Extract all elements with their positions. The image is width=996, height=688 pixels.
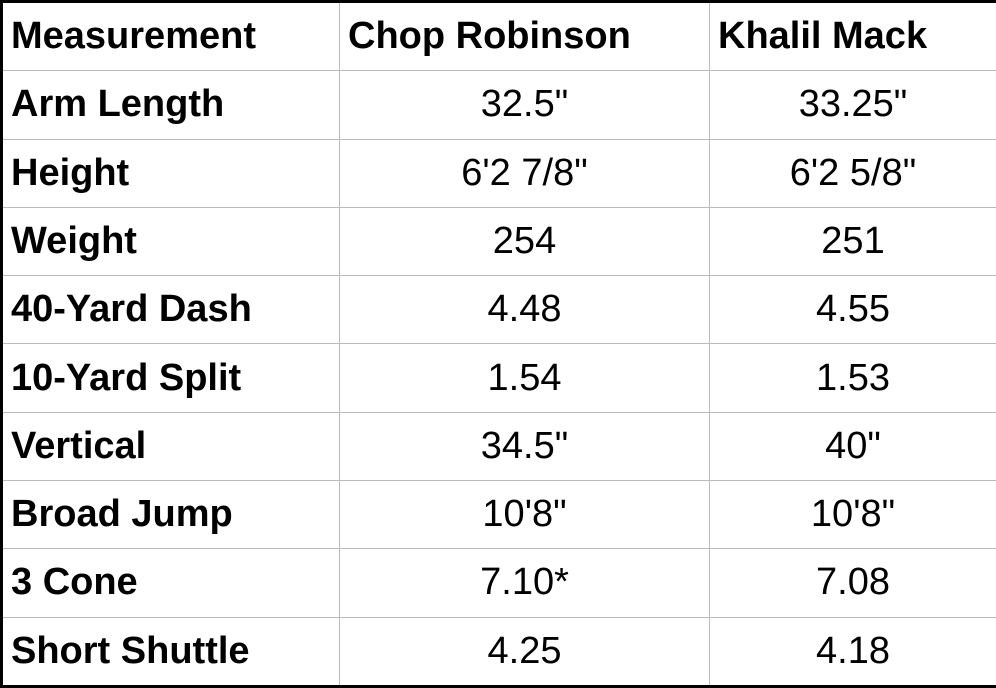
data-row: 10-Yard Split 1.54 1.53 [1,343,996,413]
data-row: Arm Length 32.5" 33.25" [1,70,996,140]
measurement-label: Arm Length [1,70,340,140]
value-cell: 4.25 [339,616,710,688]
value-cell: 6'2 5/8" [709,138,996,208]
data-row: Broad Jump 10'8" 10'8" [1,479,996,550]
measurement-label: Vertical [1,411,340,482]
measurement-label: Broad Jump [1,479,340,550]
value-cell: 10'8" [709,479,996,550]
value-cell: 34.5" [339,411,710,482]
header-row: Measurement Chop Robinson Khalil Mack [1,0,996,72]
data-row: 3 Cone 7.10* 7.08 [1,548,996,618]
header-cell: Measurement [1,0,340,72]
measurement-label: Weight [1,206,340,277]
header-cell: Khalil Mack [709,0,996,72]
value-cell: 254 [339,206,710,277]
value-cell: 7.10* [339,548,710,618]
value-cell: 7.08 [709,548,996,618]
value-cell: 32.5" [339,70,710,140]
measurement-label: 10-Yard Split [1,343,340,413]
value-cell: 251 [709,206,996,277]
value-cell: 4.55 [709,275,996,345]
value-cell: 6'2 7/8" [339,138,710,208]
header-cell: Chop Robinson [339,0,710,72]
value-cell: 4.48 [339,275,710,345]
value-cell: 10'8" [339,479,710,550]
data-row: 40-Yard Dash 4.48 4.55 [1,275,996,345]
measurement-label: 40-Yard Dash [1,275,340,345]
data-row: Short Shuttle 4.25 4.18 [1,616,996,688]
value-cell: 1.54 [339,343,710,413]
data-row: Height 6'2 7/8" 6'2 5/8" [1,138,996,208]
measurement-label: Short Shuttle [1,616,340,688]
measurement-label: Height [1,138,340,208]
value-cell: 1.53 [709,343,996,413]
value-cell: 4.18 [709,616,996,688]
value-cell: 40" [709,411,996,482]
value-cell: 33.25" [709,70,996,140]
data-row: Weight 254 251 [1,206,996,277]
measurement-label: 3 Cone [1,548,340,618]
data-row: Vertical 34.5" 40" [1,411,996,482]
